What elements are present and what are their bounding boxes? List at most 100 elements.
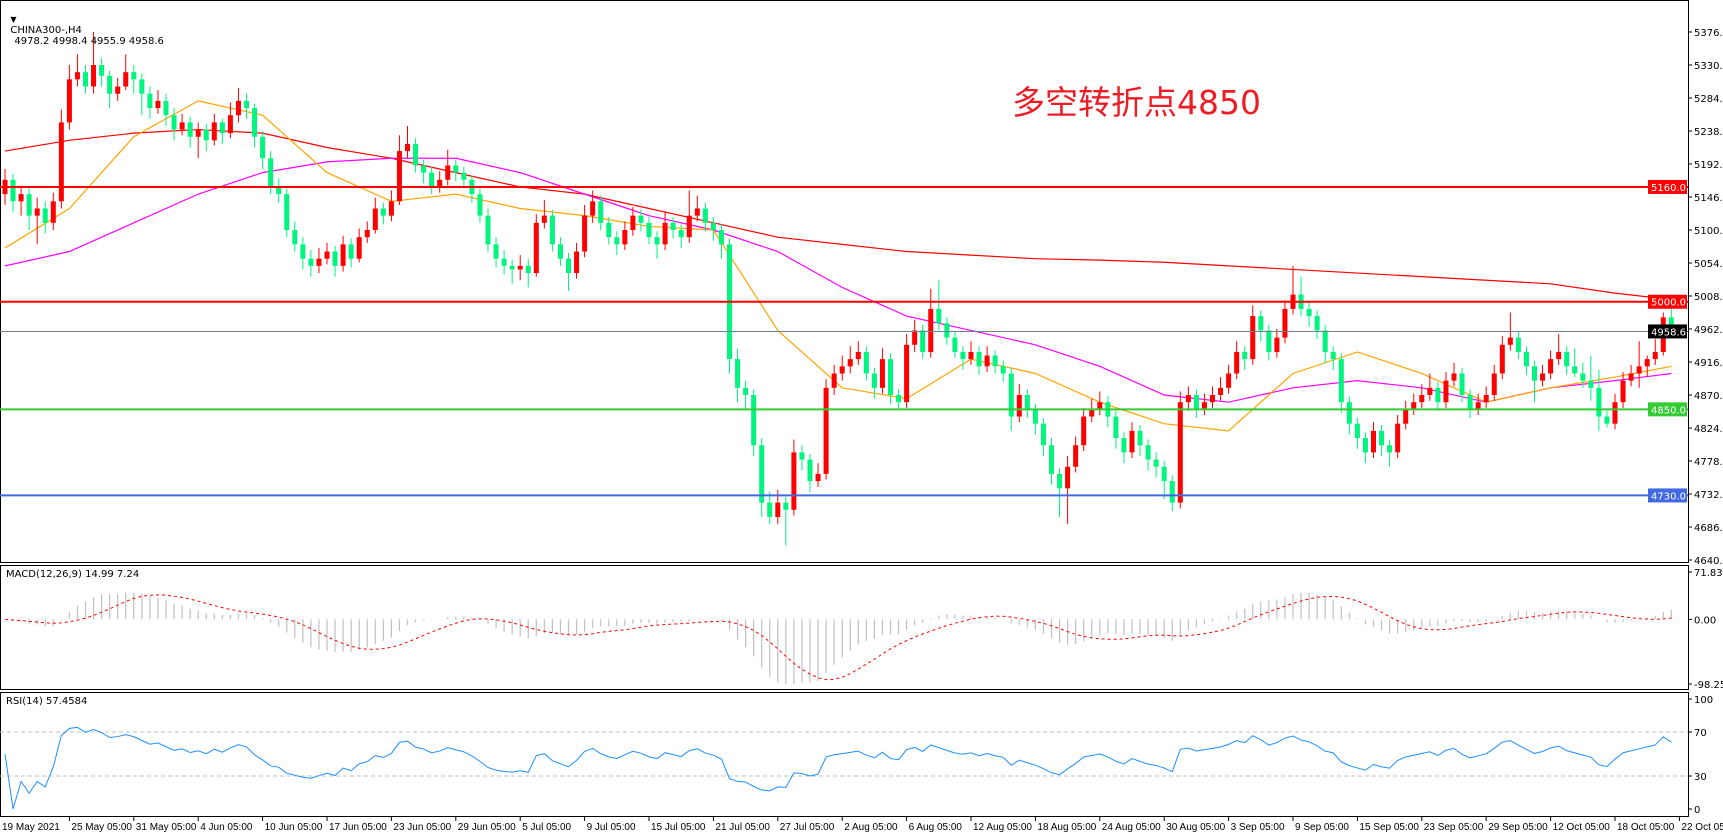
candle-body <box>1169 481 1175 503</box>
candle-body <box>1612 402 1618 424</box>
candle <box>823 379 829 480</box>
candle-body <box>115 86 121 94</box>
candle <box>743 380 749 410</box>
candle-body <box>91 65 97 87</box>
candle <box>1548 350 1554 380</box>
candle <box>1403 400 1409 430</box>
candle-body <box>1556 351 1562 360</box>
candle <box>372 197 378 234</box>
candle-body <box>211 122 217 141</box>
candle-body <box>1049 445 1054 474</box>
candle-body <box>871 373 877 388</box>
candle <box>590 190 596 223</box>
price-tick-label: 5238.0 <box>1694 127 1723 138</box>
candle-body <box>839 366 845 374</box>
candle <box>1081 407 1087 451</box>
triangle-down-icon[interactable]: ▼ <box>10 15 17 24</box>
candle <box>1580 362 1586 388</box>
candle-body <box>718 230 724 245</box>
candle <box>58 109 64 209</box>
price-tick-label: 5284.0 <box>1694 94 1723 105</box>
candle <box>622 221 628 251</box>
time-tick-label: 31 May 05:00 <box>136 822 197 833</box>
macd-signal-line <box>4 594 1672 681</box>
candle-body <box>300 244 306 259</box>
candle <box>936 280 942 331</box>
candle-body <box>147 93 153 109</box>
candle <box>1218 377 1224 401</box>
candle <box>1371 422 1376 459</box>
candle-body <box>1065 466 1071 489</box>
candle-body <box>445 165 451 180</box>
candle <box>437 171 443 193</box>
candle <box>123 54 129 91</box>
candle <box>1612 393 1618 430</box>
candle <box>179 113 185 136</box>
candle <box>517 255 523 281</box>
candle-body <box>1443 380 1449 403</box>
candle-body <box>888 359 893 395</box>
candle-body <box>1234 351 1240 374</box>
candle <box>759 438 765 517</box>
macd-tick-label: -98.25 <box>1694 680 1723 691</box>
candle <box>485 208 491 252</box>
candle <box>1065 455 1071 525</box>
time-tick-label: 21 Jul 05:00 <box>715 822 770 833</box>
time-tick-label: 23 Jun 05:00 <box>393 822 451 833</box>
price-tick-label: 4686.0 <box>1694 523 1723 534</box>
candle <box>308 250 314 277</box>
candle <box>1395 415 1401 459</box>
candle <box>735 348 741 403</box>
candle-body <box>1459 373 1465 395</box>
candle-body <box>171 115 177 130</box>
candle-body <box>920 330 926 352</box>
candle-body <box>276 186 282 195</box>
candle <box>276 178 282 203</box>
candle <box>904 334 910 408</box>
candle <box>799 445 805 471</box>
candle <box>1266 324 1272 361</box>
candle-body <box>823 387 829 474</box>
level-label-bg <box>1648 488 1687 503</box>
candle <box>252 103 258 148</box>
ma-mid-line <box>4 157 1672 403</box>
candle <box>107 70 113 109</box>
candle-body <box>1427 387 1433 395</box>
candle <box>1032 403 1038 435</box>
candle <box>1354 417 1360 449</box>
candle <box>147 86 153 119</box>
candle-body <box>670 222 676 230</box>
candle <box>871 367 877 399</box>
candle <box>115 77 121 101</box>
annotation-text: 多空转折点4850 <box>1012 83 1261 122</box>
candle-body <box>1411 402 1417 410</box>
candle <box>855 341 861 365</box>
candle-body <box>58 122 64 202</box>
candle <box>1419 384 1425 408</box>
candle <box>1620 372 1626 408</box>
candle <box>1016 384 1022 423</box>
candle <box>292 221 298 252</box>
candle-body <box>1081 416 1087 446</box>
candle <box>807 453 813 492</box>
candle-body <box>131 72 137 80</box>
candle-body <box>413 143 419 166</box>
candle <box>42 201 48 234</box>
candle-body <box>74 72 80 80</box>
candle <box>461 166 467 189</box>
candle-body <box>1499 344 1505 374</box>
candle <box>1314 310 1320 340</box>
candle-body <box>638 215 644 223</box>
candle-body <box>1540 373 1546 381</box>
ma-slow-line <box>4 128 1672 301</box>
candle-body <box>1040 423 1046 446</box>
candle-body <box>509 265 515 270</box>
candle-body <box>1636 366 1642 374</box>
candle-body <box>1073 445 1079 467</box>
candle <box>541 199 547 229</box>
candle-body <box>1000 366 1006 374</box>
candle-body <box>1097 402 1103 410</box>
candles <box>2 32 1674 546</box>
candle-body <box>984 355 990 367</box>
